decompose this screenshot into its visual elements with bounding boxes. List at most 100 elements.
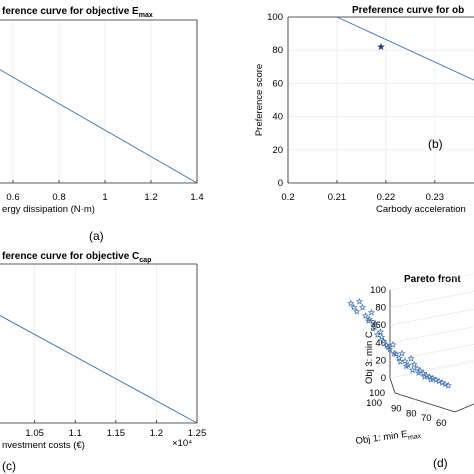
panel-d-pareto-point bbox=[410, 360, 418, 368]
panel-d-xgrid bbox=[408, 399, 416, 410]
panel-d-pareto-point bbox=[426, 373, 434, 381]
panel-b-ytick-label: 80 bbox=[272, 45, 283, 56]
panel-d-ytick-label: 100 bbox=[366, 398, 382, 409]
panel-a-xtick-label: 1.2 bbox=[144, 192, 157, 203]
panel-d-ztick-label: 40 bbox=[375, 338, 386, 349]
panel-b-ytick-label: 0 bbox=[278, 178, 283, 189]
panel-d-pareto-point bbox=[421, 372, 429, 380]
panel-a-xtick-label: 0.8 bbox=[52, 192, 65, 203]
panel-d-xtick-label: 80 bbox=[406, 408, 417, 419]
panel-d-pareto-point bbox=[408, 366, 417, 374]
panel-c-title: ference curve for objective Ccap bbox=[2, 251, 151, 264]
panel-d-pareto-point bbox=[432, 376, 440, 383]
panel-d-title: Pareto front bbox=[404, 274, 461, 285]
panel-c: ference curve for objective Ccap 11.051.… bbox=[0, 251, 206, 473]
panel-d-pareto-point bbox=[347, 299, 355, 307]
panel-d-ztick-label: 20 bbox=[375, 355, 386, 366]
panel-c-xlabel: nvestment costs (€) bbox=[2, 440, 85, 451]
panel-d-ztick-label: 80 bbox=[375, 303, 386, 314]
panel-b-xtick-label: 0.23 bbox=[426, 192, 445, 203]
panel-d-pareto-point bbox=[441, 380, 449, 388]
panel-d-pareto-point bbox=[427, 375, 435, 383]
panel-d-zgrid bbox=[389, 361, 474, 379]
panel-b-ytick-label: 40 bbox=[272, 112, 283, 123]
panel-d-ztick-label: 0 bbox=[381, 373, 386, 384]
panel-b-xtick-label: 0.2 bbox=[281, 192, 294, 203]
panel-d-zgrid bbox=[389, 291, 474, 308]
panel-d-pareto-point bbox=[401, 357, 409, 365]
panel-d-zlabel: Obj 3: min Ccap bbox=[364, 320, 377, 384]
panel-b-xtick-label: 0.21 bbox=[328, 192, 347, 203]
panel-b-marker-star bbox=[377, 42, 385, 51]
panel-d-xtick-label: 60 bbox=[436, 418, 447, 429]
panel-d-zgrid bbox=[389, 344, 474, 361]
panel-d-pareto-point bbox=[378, 333, 386, 341]
panel-c-xtick-label: 1.25 bbox=[188, 428, 207, 439]
panel-d-xgrid bbox=[393, 394, 401, 405]
panel-d-xgrid bbox=[438, 408, 446, 420]
panel-d-pareto-point bbox=[355, 297, 364, 305]
panel-a-xtick-label: 1 bbox=[102, 192, 107, 203]
panel-c-xtick-label: 1.2 bbox=[150, 428, 163, 439]
panel-d-xtick-label: 70 bbox=[421, 413, 432, 424]
panel-d-pareto-point bbox=[365, 315, 373, 323]
panel-a: ference curve for objective Emax 0.6 0.8 1… bbox=[0, 6, 204, 243]
panel-d-zgrid bbox=[389, 326, 474, 344]
panel-b-ytick-label: 60 bbox=[272, 78, 283, 89]
panel-b-xlabel: Carbody acceleration bbox=[376, 204, 466, 215]
panel-d-xgrid bbox=[423, 404, 431, 415]
panel-d-pareto-point bbox=[358, 303, 367, 311]
panel-a-preference-line bbox=[0, 69, 198, 184]
panel-a-label: (a) bbox=[89, 229, 104, 243]
panel-d-pareto-point bbox=[371, 319, 379, 327]
panel-a-xlabel: ergy dissipation (N·m) bbox=[2, 204, 95, 215]
panel-d-ztick-label: 100 bbox=[370, 285, 386, 296]
panel-c-xtick-label: 1.05 bbox=[25, 428, 44, 439]
panel-d-pareto-point bbox=[390, 349, 398, 357]
panel-a-xtick-label: 0.6 bbox=[6, 192, 19, 203]
panel-d-pareto-point bbox=[353, 307, 361, 315]
panel-b-preference-line bbox=[336, 16, 474, 81]
panel-d-pareto-point bbox=[370, 323, 379, 331]
panel-c-xtick-label: 1.15 bbox=[107, 428, 126, 439]
panel-c-label: (c) bbox=[2, 459, 16, 473]
panel-b-label: (b) bbox=[428, 137, 443, 151]
panel-c-xtick-label: 1.1 bbox=[69, 428, 82, 439]
panel-d-ztick-label: 60 bbox=[375, 320, 386, 331]
panel-d-pareto-point bbox=[414, 369, 423, 377]
panel-d-pareto-point bbox=[407, 354, 415, 362]
panel-b: Preference curve for ob 0.2 0.21 0.22 0.23 … bbox=[254, 5, 474, 215]
panel-d-pareto-point bbox=[376, 328, 385, 335]
panel-b-title: Preference curve for ob bbox=[352, 5, 464, 16]
panel-d-zgrid bbox=[389, 273, 474, 291]
panel-d-pareto-point bbox=[389, 340, 397, 348]
panel-a-title: ference curve for objective Emax bbox=[2, 6, 153, 19]
panel-d-zgrid bbox=[389, 308, 474, 326]
panel-d-pareto-point bbox=[361, 312, 370, 319]
panel-d-pareto-point bbox=[380, 337, 388, 345]
panel-d-xlabel: Obj 1: min Emax bbox=[355, 427, 422, 449]
panel-d-pareto-point bbox=[383, 341, 391, 349]
panel-d-pareto-point bbox=[398, 349, 406, 357]
panel-d-ytick-label: 100 bbox=[369, 388, 385, 399]
panel-b-ylabel: Preference score bbox=[254, 64, 265, 136]
panel-d-xtick-label: 90 bbox=[391, 404, 402, 415]
panel-b-ytick-label: 100 bbox=[267, 12, 283, 23]
panel-d-pareto-point bbox=[396, 357, 404, 365]
panel-d-pareto-point bbox=[438, 378, 446, 386]
panel-b-ytick-label: 20 bbox=[272, 145, 283, 156]
panel-d-pareto-point bbox=[444, 381, 452, 389]
panel-c-x-multiplier: ×10⁴ bbox=[172, 438, 192, 449]
panel-d-pareto-point bbox=[435, 377, 443, 385]
panel-d-pareto-point bbox=[367, 308, 376, 316]
panel-d-back-floor-edge bbox=[389, 359, 474, 379]
panel-c-preference-line bbox=[0, 315, 198, 424]
panel-a-xtick-label: 1.4 bbox=[190, 192, 203, 203]
panel-d-pareto-point bbox=[350, 303, 358, 311]
panel-d-pareto-point bbox=[402, 362, 410, 370]
panel-d-pareto-point bbox=[384, 343, 392, 351]
panel-b-xtick-label: 0.22 bbox=[377, 192, 396, 203]
panel-d-pareto-point bbox=[395, 354, 403, 362]
